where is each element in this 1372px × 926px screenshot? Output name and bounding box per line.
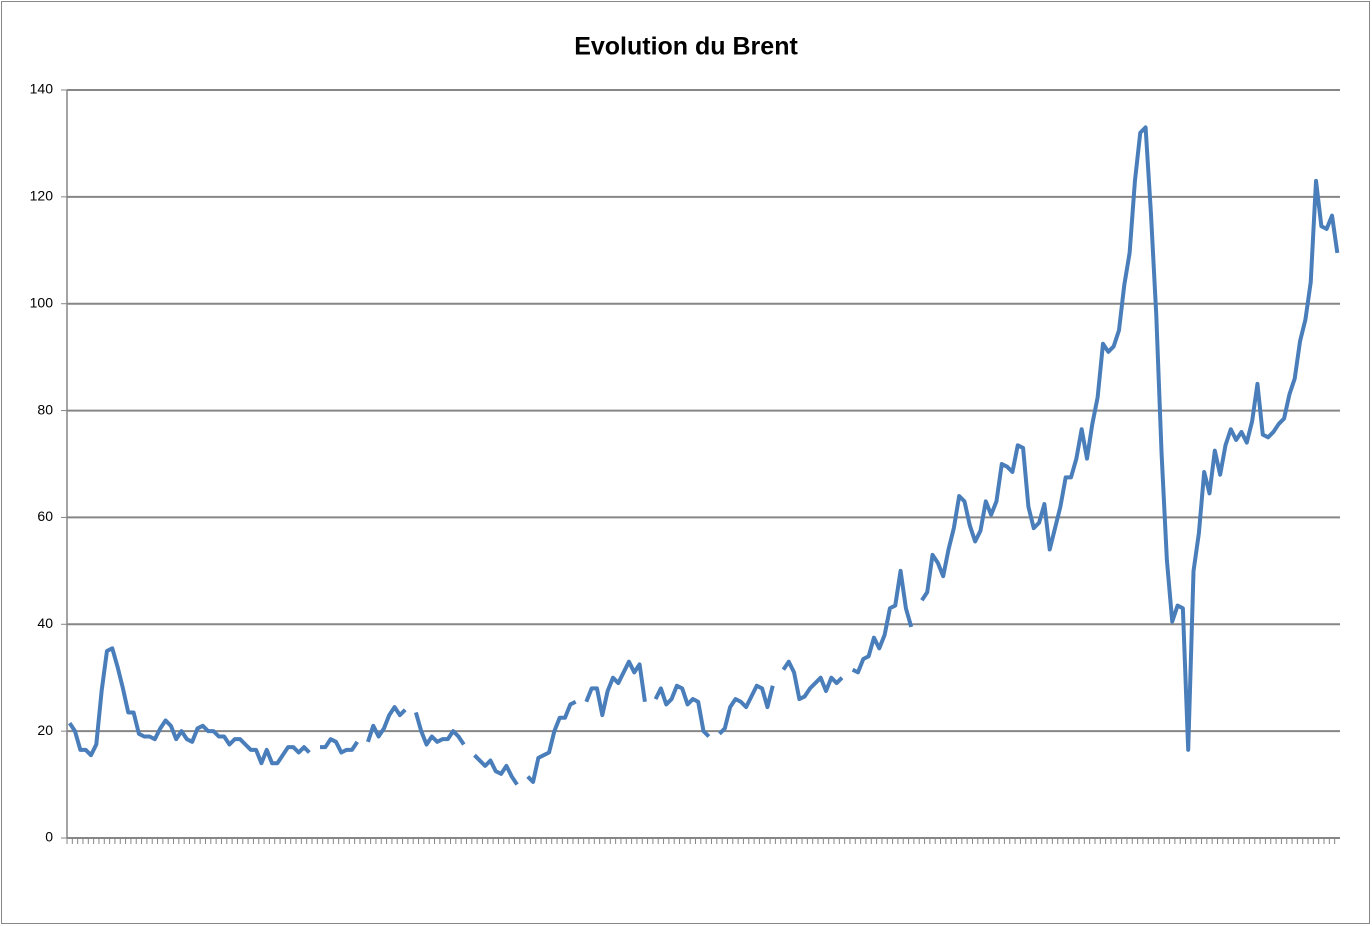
y-tick-label: 120 [30,188,54,204]
y-tick-label: 140 [30,81,54,97]
y-tick-label: 40 [37,615,53,631]
y-tick-label: 60 [37,508,53,524]
y-tick-label: 20 [37,722,53,738]
chart-title: Evolution du Brent [574,33,798,61]
y-tick-label: 80 [37,401,53,417]
data-line [67,125,1340,786]
y-tick-label: 100 [30,294,54,310]
y-tick-label: 0 [45,829,53,845]
